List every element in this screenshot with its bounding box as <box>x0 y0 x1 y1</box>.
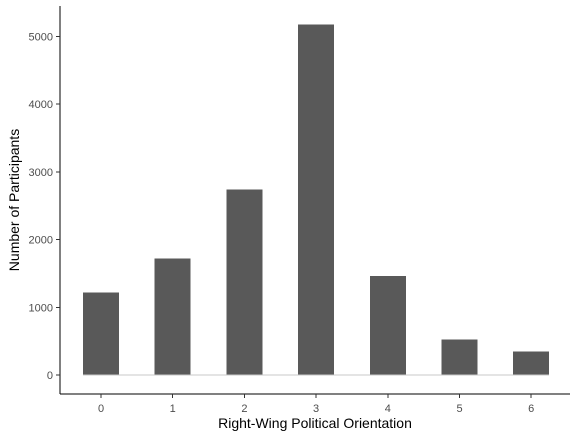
y-tick-label: 3000 <box>29 167 53 179</box>
bar-4 <box>369 276 406 376</box>
y-tick-label: 2000 <box>29 235 53 247</box>
bar-6 <box>513 351 550 375</box>
bar-2 <box>226 189 263 375</box>
y-tick-label: 1000 <box>29 302 53 314</box>
y-ticks: 0 1000 2000 3000 4000 5000 <box>29 31 60 382</box>
x-axis-title: Right-Wing Political Orientation <box>218 415 412 431</box>
x-tick-label: 5 <box>456 403 462 415</box>
x-tick-label: 3 <box>313 403 319 415</box>
y-tick-label: 5000 <box>29 31 53 43</box>
x-tick-label: 4 <box>385 403 391 415</box>
y-tick-label: 0 <box>47 370 53 382</box>
x-tick-label: 6 <box>528 403 534 415</box>
bar-5 <box>441 339 478 375</box>
bars-layer <box>83 24 550 376</box>
y-tick-label: 4000 <box>29 99 53 111</box>
x-ticks: 0 1 2 3 4 5 6 <box>98 394 534 415</box>
y-axis-title: Number of Participants <box>6 129 22 271</box>
x-tick-label: 0 <box>98 403 104 415</box>
bar-0 <box>83 292 119 375</box>
bar-3 <box>298 24 335 376</box>
bar-1 <box>154 258 191 376</box>
x-tick-label: 2 <box>241 403 247 415</box>
x-tick-label: 1 <box>170 403 176 415</box>
